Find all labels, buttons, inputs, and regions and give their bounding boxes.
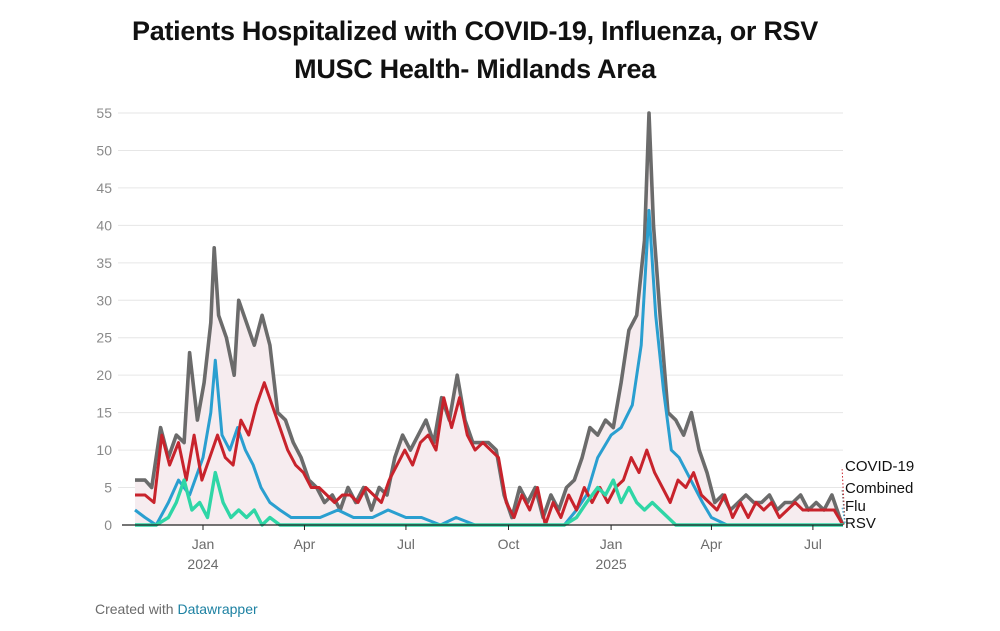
y-tick-label: 35 [96, 255, 112, 271]
y-tick-label: 20 [96, 367, 112, 383]
y-tick-label: 25 [96, 330, 112, 346]
rsv-series-label: RSV [845, 515, 876, 532]
x-tick-year: 2024 [187, 556, 218, 572]
y-tick-label: 15 [96, 405, 112, 421]
y-tick-label: 5 [104, 480, 112, 496]
combined-series-label: Combined [845, 480, 913, 497]
chart-title: Patients Hospitalized with COVID-19, Inf… [132, 16, 818, 46]
covid-label-leader [841, 466, 846, 524]
datawrapper-link[interactable]: Datawrapper [177, 601, 258, 617]
y-tick-label: 50 [96, 142, 112, 158]
combined-area [135, 113, 843, 525]
footer-prefix: Created with [95, 601, 174, 617]
y-tick-label: 45 [96, 180, 112, 196]
flu-label-leader [841, 506, 846, 524]
y-tick-label: 10 [96, 442, 112, 458]
y-tick-label: 0 [104, 517, 112, 533]
rsv-label-leader [841, 522, 846, 525]
x-tick-label: Apr [701, 536, 723, 552]
x-tick-year: 2025 [596, 556, 627, 572]
x-tick-label: Oct [498, 536, 520, 552]
x-tick-label: Jan [192, 536, 215, 552]
x-tick-label: Jul [397, 536, 415, 552]
combined-label-leader [841, 488, 846, 524]
y-tick-label: 55 [96, 105, 112, 121]
x-tick-label: Apr [294, 536, 316, 552]
y-tick-label: 40 [96, 217, 112, 233]
y-tick-label: 30 [96, 292, 112, 308]
footer-credit: Created with Datawrapper [95, 601, 258, 617]
flu-series-line [134, 208, 843, 527]
x-tick-label: Jan [600, 536, 623, 552]
covid-series-label: COVID-19 [845, 458, 914, 475]
covid-series-line [135, 381, 845, 527]
chart-subtitle: MUSC Health- Midlands Area [294, 54, 656, 84]
flu-series-label: Flu [845, 498, 866, 515]
x-tick-label: Jul [804, 536, 822, 552]
